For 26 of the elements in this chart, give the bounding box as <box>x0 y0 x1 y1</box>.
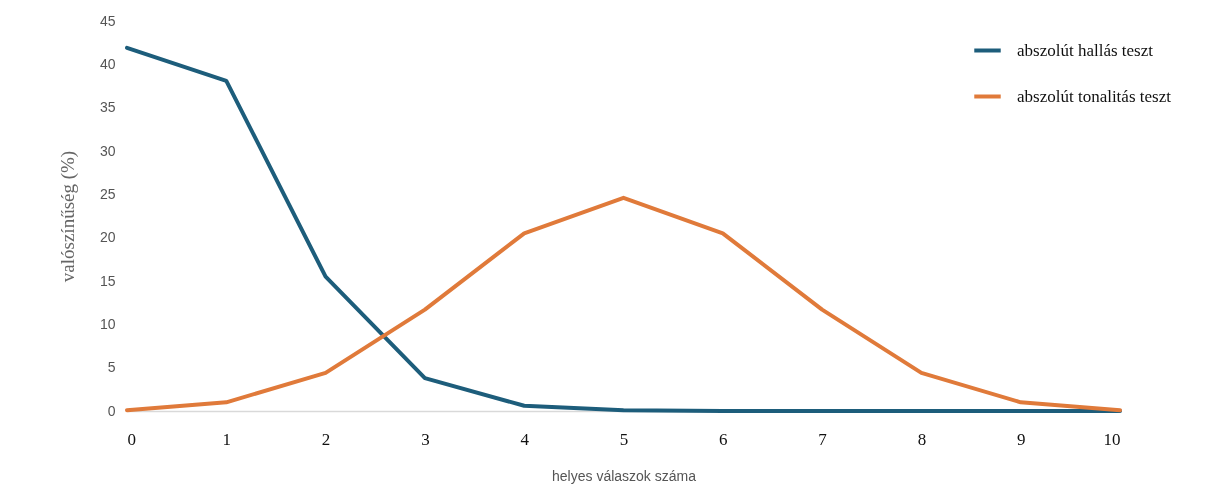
y-axis-title: valószínűség (%) <box>56 150 79 283</box>
x-tick-label: 10 <box>1103 429 1121 449</box>
y-tick-label: 10 <box>99 315 116 332</box>
x-tick-label: 7 <box>818 429 828 449</box>
x-tick-label: 8 <box>917 429 927 449</box>
x-tick-label: 2 <box>321 429 331 449</box>
x-tick-label: 6 <box>719 429 728 449</box>
y-tick-label: 40 <box>99 55 116 72</box>
y-tick-label: 5 <box>107 359 116 376</box>
x-tick-label: 3 <box>421 429 430 449</box>
x-tick-label: 1 <box>222 429 232 449</box>
y-tick-label: 0 <box>107 402 116 419</box>
line-series <box>125 195 1122 413</box>
y-tick-label: 25 <box>99 185 116 202</box>
y-tick-label: 35 <box>99 99 116 116</box>
legend-label: abszolút tonalitás teszt <box>1017 86 1172 106</box>
x-tick-label: 4 <box>520 429 530 449</box>
y-tick-label: 45 <box>99 12 116 29</box>
y-tick-label: 30 <box>99 142 116 159</box>
x-tick-label: 0 <box>127 429 136 449</box>
legend-label: abszolút hallás teszt <box>1017 40 1154 60</box>
y-tick-label: 15 <box>99 272 116 289</box>
x-tick-label: 9 <box>1016 429 1026 449</box>
x-tick-label: 5 <box>619 429 629 449</box>
y-tick-label: 20 <box>99 229 116 246</box>
x-axis-title: helyes válaszok száma <box>552 467 697 484</box>
